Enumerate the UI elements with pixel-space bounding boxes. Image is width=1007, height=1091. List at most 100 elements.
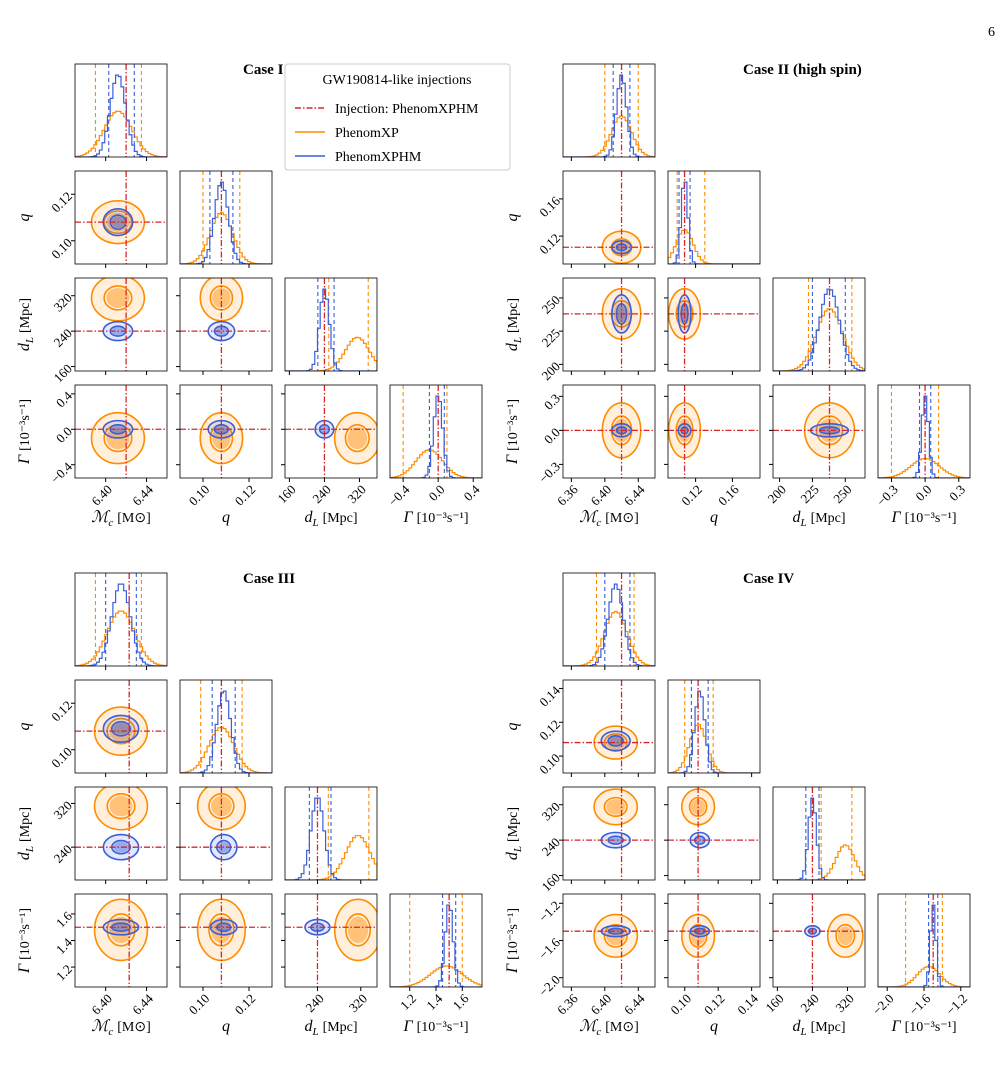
contour <box>603 796 628 818</box>
axis-label-part: [Mpc] <box>811 511 846 526</box>
panel-frame <box>389 384 483 479</box>
axis-label: ℳc [M⊙] <box>579 509 639 529</box>
panel-content <box>75 573 167 666</box>
axis-label-part: ℳ <box>91 509 111 526</box>
x-tick-label: 0.0 <box>912 482 934 504</box>
y-tick-label: −1.2 <box>536 898 563 925</box>
x-tick-label: 0.12 <box>232 482 259 509</box>
axis-label-part: [Mpc] <box>506 298 521 333</box>
y-tick-label: 0.4 <box>53 388 75 410</box>
panel-frame <box>284 384 378 479</box>
y-tick-label: 240 <box>539 834 563 858</box>
x-tick-label: 0.10 <box>186 991 213 1018</box>
density-fill <box>601 731 631 751</box>
corner-plot: Case III0.100.12q240320dL[Mpc]1.21.41.66… <box>16 571 483 1038</box>
panel-content <box>563 680 655 773</box>
case-title: Case I <box>243 62 284 78</box>
histogram <box>75 110 167 157</box>
axis-label-part: Γ <box>890 509 901 526</box>
density-fill <box>827 914 863 958</box>
legend-label: Injection: PhenomXPHM <box>335 102 479 117</box>
axis-label-part: ℳ <box>579 509 599 526</box>
axis-label-part: ℳ <box>579 1018 599 1035</box>
panel <box>667 679 761 777</box>
axis-label: Γ [10⁻³s⁻¹] <box>402 1018 468 1035</box>
panel: 0.12 0.16 q <box>504 170 656 268</box>
x-tick-label: 160 <box>274 482 298 506</box>
axis-label: dL [Mpc] <box>16 807 36 860</box>
histogram <box>563 583 655 666</box>
panel-frame <box>667 170 761 265</box>
histogram <box>390 904 482 987</box>
panel-content <box>180 787 272 880</box>
axis-label-part: [M⊙] <box>605 511 639 526</box>
y-tick-label: −0.3 <box>536 459 563 486</box>
x-tick-label: 240 <box>797 991 821 1015</box>
panel-frame <box>667 786 761 881</box>
panel-content <box>75 787 167 880</box>
axis-label-part: [M⊙] <box>605 1020 639 1035</box>
x-tick-label: 0.16 <box>715 481 742 508</box>
x-tick-label: 1.4 <box>423 990 445 1012</box>
density-core <box>837 926 853 946</box>
panel-content <box>75 64 167 157</box>
axis-label: q <box>222 509 230 526</box>
panel-frame <box>389 893 483 988</box>
panel-content <box>180 894 272 987</box>
axis-label-part: d <box>304 1018 313 1035</box>
panel: 160 240 320 dL [Mpc] <box>274 384 378 529</box>
contour <box>106 913 136 947</box>
axis-label: q <box>504 723 521 731</box>
case-title: Case IV <box>743 571 794 587</box>
panel-frame <box>667 384 761 479</box>
x-tick-label: 0.0 <box>425 482 447 504</box>
panel-content <box>773 385 865 478</box>
x-tick-label: 6.44 <box>129 481 156 508</box>
x-tick-label: 6.40 <box>587 482 614 509</box>
density-fill <box>94 899 148 961</box>
axis-label-part: Γ <box>16 963 33 974</box>
axis-label-part: [10⁻³s⁻¹] <box>905 1020 957 1035</box>
legend-box <box>284 63 511 171</box>
panel-content <box>878 894 970 987</box>
panel-frame <box>74 277 168 372</box>
panel: −2.0 −1.6 −1.2 Γ [10⁻³s⁻¹] <box>869 893 971 1035</box>
axis-label-part: q <box>16 214 33 222</box>
x-tick-label: 6.44 <box>129 990 156 1017</box>
panel-content <box>285 385 377 478</box>
axis-label-part: q <box>504 214 521 222</box>
panel: −0.3 0.0 0.3 6.36 6.40 6.44 ℳc [M⊙] Γ [10⁻³s⁻¹] <box>504 384 656 529</box>
panel: 240 320 dL [Mpc] <box>281 893 378 1038</box>
contour <box>607 734 625 747</box>
x-tick-label: 0.10 <box>186 482 213 509</box>
x-tick-label: 0.12 <box>701 991 728 1018</box>
x-tick-label: 6.36 <box>554 481 581 508</box>
panel-content <box>563 573 655 666</box>
contour <box>835 923 856 948</box>
y-tick-label: 0.12 <box>48 698 75 725</box>
y-tick-label: 160 <box>51 361 75 385</box>
x-tick-label: 160 <box>762 991 786 1015</box>
histogram <box>75 74 167 157</box>
x-tick-label: 6.36 <box>554 990 581 1017</box>
x-tick-label: −0.4 <box>385 481 413 509</box>
panel-content <box>668 787 760 880</box>
panel <box>562 63 656 161</box>
axis-label: Γ [10⁻³s⁻¹] <box>890 509 956 526</box>
histogram <box>390 449 482 478</box>
panel-frame <box>667 893 761 988</box>
x-tick-label: 1.2 <box>397 991 419 1013</box>
panel: 200 225 250 dL [Mpc] <box>765 384 866 529</box>
contour <box>90 278 146 322</box>
axis-label: Γ [10⁻³s⁻¹] <box>890 1018 956 1035</box>
panel-content <box>285 278 377 371</box>
x-tick-label: 6.40 <box>88 991 115 1018</box>
contour <box>826 913 864 959</box>
panel-content <box>75 894 167 987</box>
axis-label-part: d <box>792 509 801 526</box>
contour <box>593 913 639 959</box>
panel-content <box>773 278 865 371</box>
x-tick-label: 6.44 <box>621 990 648 1017</box>
axis-label: Γ [10⁻³s⁻¹] <box>16 399 33 465</box>
